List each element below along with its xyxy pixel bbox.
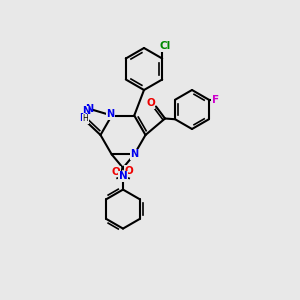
Text: H: H [82,114,88,123]
Text: N: N [118,171,127,181]
Text: F: F [212,95,219,105]
Text: N: N [106,109,114,119]
Text: O: O [125,166,134,176]
Text: N: N [130,149,138,160]
Text: O: O [111,167,120,177]
Text: N: N [79,113,87,124]
Text: O: O [146,98,155,109]
Text: N: N [82,106,90,116]
Text: N: N [85,103,93,114]
Text: Cl: Cl [160,41,171,52]
